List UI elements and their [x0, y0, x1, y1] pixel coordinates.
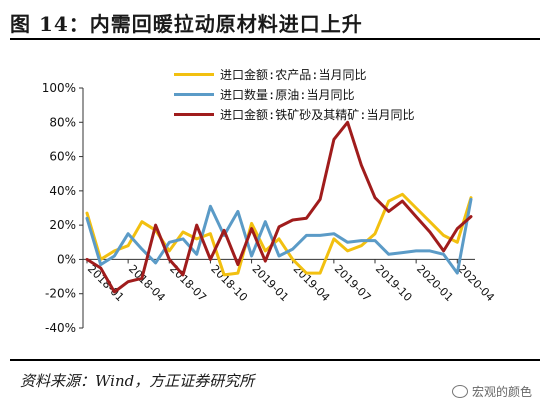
y-tick-label: -40% [45, 321, 76, 335]
bottom-rule [10, 359, 540, 361]
series-line-1 [85, 192, 473, 277]
y-tick-label: 80% [49, 115, 76, 129]
legend-swatch [174, 72, 214, 76]
x-tick-label: 2019-04 [291, 262, 333, 304]
legend-swatch [174, 92, 214, 96]
legend-item: 进口金额:农产品:当月同比 [174, 64, 414, 84]
x-tick-label: 2019-07 [332, 262, 374, 304]
legend-item: 进口数量:原油:当月同比 [174, 84, 414, 104]
top-rule [10, 38, 540, 40]
y-tick-label: 60% [49, 150, 76, 164]
x-tick-label: 2018-01 [85, 262, 127, 304]
source-note: 资料来源：Wind，方正证券研究所 [20, 372, 255, 390]
x-tick-label: 2019-10 [373, 262, 415, 304]
watermark-text: 宏观的颜色 [471, 385, 532, 399]
legend-swatch [174, 112, 214, 116]
series-line-3 [85, 120, 473, 294]
watermark: 宏观的颜色 [451, 383, 532, 400]
x-tick-label: 2018-07 [167, 262, 209, 304]
wechat-icon [451, 385, 468, 398]
y-tick-label: 0% [57, 252, 76, 266]
x-tick-label: 2018-10 [208, 262, 250, 304]
x-tick-label: 2020-01 [414, 262, 456, 304]
y-tick-label: 40% [49, 184, 76, 198]
legend-item: 进口金额:铁矿砂及其精矿:当月同比 [174, 104, 414, 124]
line-chart: -40% -20% 0% 20% 40% 60% 80% 100% 2018-01 2018-04… [42, 81, 497, 335]
y-tick-label: 20% [49, 218, 76, 232]
legend-label: 进口数量:原油:当月同比 [220, 87, 355, 102]
figure-title: 图 14：内需回暖拉动原材料进口上升 [10, 12, 363, 36]
chart-legend: 进口金额:农产品:当月同比 进口数量:原油:当月同比进口金额:铁矿砂及其精矿:当月… [174, 64, 414, 124]
y-tick-label: -20% [45, 287, 76, 301]
legend-label: 进口金额:农产品:当月同比 [220, 67, 367, 82]
legend-label: 进口金额:铁矿砂及其精矿:当月同比 [220, 107, 415, 122]
y-tick-label: 100% [42, 81, 76, 95]
x-tick-label: 2020-04 [455, 262, 497, 304]
x-tick-label: 2019-01 [249, 262, 291, 304]
x-tick-label: 2018-04 [126, 262, 168, 304]
series-line-2 [85, 197, 473, 275]
